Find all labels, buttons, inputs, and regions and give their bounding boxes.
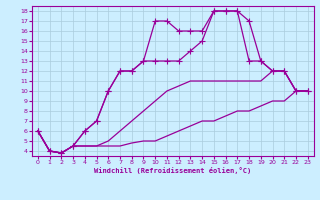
X-axis label: Windchill (Refroidissement éolien,°C): Windchill (Refroidissement éolien,°C): [94, 167, 252, 174]
